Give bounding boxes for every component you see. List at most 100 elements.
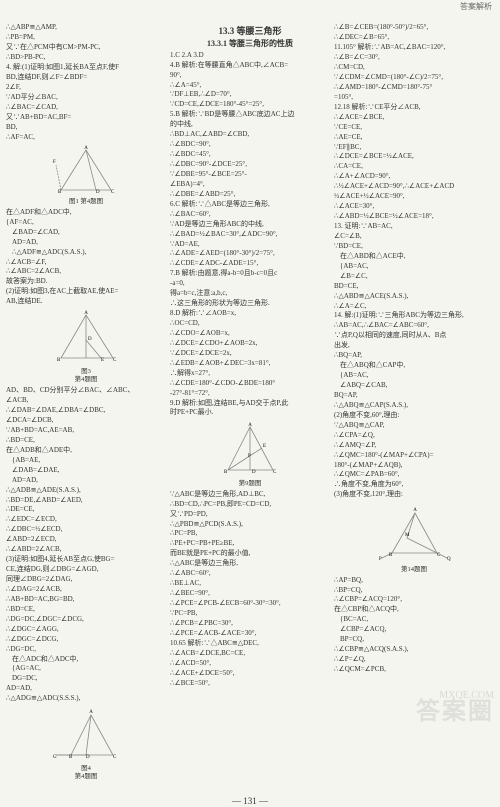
text-line: ∠EBA)=4°, (170, 180, 330, 189)
text-line: ∠C=∠B, (334, 232, 494, 241)
text-line: ∠DAB=∠DAE, (6, 466, 166, 475)
text-line: 180°-(∠MAP+∠AQB), (334, 461, 494, 470)
text-line: ∴∠ABD=2∠ACB, (6, 545, 166, 554)
text-line: ∴BD>PB-PC, (6, 53, 166, 62)
text-line: AD、BD、CD分别平分∠BAC、∠ABC、 (6, 386, 166, 395)
text-line: ∴DE=CE, (6, 505, 166, 514)
text-line: ∴∠DCE=∠BCE=½∠ACE, (334, 152, 494, 161)
text-line: {AB=AC, (334, 371, 494, 380)
text-line: ∴∠ACB=∠DCE,BC=CE, (170, 649, 330, 658)
svg-text:F: F (53, 160, 56, 165)
text-line: ∴CA=CE, (334, 162, 494, 171)
text-line: ∴∠ABD=½∠BCE=½∠ACE=18°, (334, 212, 494, 221)
text-line: ∵AD平分∠BAC, (6, 93, 166, 102)
text-line: ∴∠QMC=180°-(∠MAP+∠CPA)= (334, 451, 494, 460)
figure-3: A B C D E (51, 310, 121, 365)
text-line: ∴AF=AC, (6, 133, 166, 142)
text-line: {AB=AE, (6, 456, 166, 465)
text-line: -27°-81°=72°, (170, 389, 330, 398)
column-2: 13.3 等腰三角形 13.3.1 等腰三角形的性质 1.C 2.A 3.D 4… (170, 23, 330, 783)
text-line: 在△ADF和△ADC中, (6, 208, 166, 217)
text-line: ∴BD⊥AC,∠ABD=∠CBD, (170, 130, 330, 139)
text-line: ∴∠AMD=180°-∠CMD=180°-75° (334, 83, 494, 92)
column-1: ∴△ABP≌△AMP, ∴PB=PM, 又∵在△PCM中有CM>PM-PC, ∴… (6, 23, 166, 783)
text-line: 在△CBP和△ACQ中, (334, 605, 494, 614)
text-line: 4. 解:(1)证明:如图1,延长BA至点F,使F (6, 63, 166, 72)
svg-text:P: P (248, 454, 251, 459)
text-line: ∴∠AMQ=∠P, (334, 441, 494, 450)
text-line: ∴∠CPA=∠Q, (334, 431, 494, 440)
text-line: ∴OC=CD, (170, 319, 330, 328)
text-line: ∴∠CDO=∠AOB=x, (170, 329, 330, 338)
text-line: ∴∠BDC=45°, (170, 150, 330, 159)
figure-caption: 第14题图 (334, 566, 494, 575)
text-line: ∴∠ACE=30°, (334, 202, 494, 211)
page-number: — 131 — (0, 795, 500, 807)
figure-4: A B C D G (51, 707, 121, 762)
page-header: 答案解析 (0, 0, 500, 15)
text-line: ∴∠ACB=∠F, (6, 258, 166, 267)
text-line: ∵PC=PB, (170, 609, 330, 618)
text-line: ∴△ABP≌△AMP, (6, 23, 166, 32)
text-line: ∴∠DCE=∠CDO+∠AOB=2x, (170, 339, 330, 348)
column-3: ∴∠B=∠CEB=(180°-50°)/2=65°, ∴∠DEC=∠B=65°,… (334, 23, 494, 783)
svg-text:A: A (248, 423, 252, 428)
section-title: 13.3 等腰三角形 (170, 25, 330, 37)
text-line: 又∵在△PCM中有CM>PM-PC, (6, 43, 166, 52)
text-line: ∴AE=CE, (334, 133, 494, 142)
svg-text:M: M (405, 533, 410, 538)
text-line: 4.B 解析:在等腰直角△ABC中,∠ACB= (170, 61, 330, 70)
svg-text:B: B (389, 553, 393, 558)
text-line: {BC=AC, (334, 615, 494, 624)
text-line: ∴∠BAC=∠CAD, (6, 103, 166, 112)
text-line: ∴∠CDE=∠ADC-∠ADE=15°, (170, 259, 330, 268)
text-line: ∴∠DAB=∠DAE,∠DBA=∠DBC, (6, 406, 166, 415)
text-line: DG=DC, (6, 674, 166, 683)
text-line: ∠CBP=∠ACQ, (334, 625, 494, 634)
text-line: ∴∠DBE=∠ABD=25°, (170, 190, 330, 199)
text-line: ∴∠BDC=90°, (170, 140, 330, 149)
text-line: 11.105° 解析:∵AB=AC,∠BAC=120°, (334, 43, 494, 52)
text-line: ½∠ACE+½∠ACE=90°, (334, 192, 494, 201)
svg-text:C: C (273, 470, 277, 475)
text-line: ∵CD=CE,∠DCE=180°-45°=25°, (170, 100, 330, 109)
text-line: ∵AD是等边三角形ABC的中线, (170, 220, 330, 229)
text-line: ∠ABD=2∠ECD, (6, 535, 166, 544)
text-line: AD=AD, (6, 476, 166, 485)
text-line: ∵△ABQ≌△CAP, (334, 421, 494, 430)
text-line: AD=AD, (6, 238, 166, 247)
figure-caption: 图1 第4题图 (6, 198, 166, 207)
text-line: ∴PB=PM, (6, 33, 166, 42)
text-line: 90°, (170, 71, 330, 80)
text-line: ∴AP=BQ, (334, 576, 494, 585)
text-line: (2)角度不变,60°,理由: (334, 411, 494, 420)
page-content: ∴△ABP≌△AMP, ∴PB=PM, 又∵在△PCM中有CM>PM-PC, ∴… (0, 15, 500, 791)
text-line: 故答案为:BD. (6, 277, 166, 286)
text-line: ∵∠DCE=∠DCE=2x, (170, 349, 330, 358)
figure-caption: 图3第4题图 (6, 368, 166, 386)
svg-text:D: D (252, 470, 256, 475)
text-line: {AF=AC, (6, 218, 166, 227)
text-line: BQ=AP, (334, 391, 494, 400)
svg-text:B: B (57, 358, 61, 363)
svg-text:G: G (53, 755, 57, 760)
text-line: BD, (6, 123, 166, 132)
text-line: {AB=AC, (334, 262, 494, 271)
text-line: ∴∠CDE=180°-∠CDO-∠BDE=180° (170, 379, 330, 388)
text-line: ∴PE+PC=PB+PE≥BE, (170, 539, 330, 548)
svg-text:C: C (111, 190, 115, 195)
text-line: 又∵PD=PD, (170, 510, 330, 519)
svg-text:A: A (413, 508, 417, 513)
text-line: ∴∠DGC=∠DCG, (6, 635, 166, 644)
svg-text:D: D (96, 190, 100, 195)
text-line: ∴PC=PB, (170, 529, 330, 538)
watermark-text: 答案圈 (416, 696, 494, 728)
text-line: 而BE就是PE+PC的最小值, (170, 549, 330, 558)
text-line: ∴∠B=∠C=30°, (334, 53, 494, 62)
svg-text:Q: Q (447, 557, 451, 562)
figure-9: A B C D E P (218, 422, 283, 477)
text-line: 13. 证明:∵AB=AC, (334, 222, 494, 231)
text-line: 出发, (334, 341, 494, 350)
figure-caption: 图4第4题图 (6, 765, 166, 783)
svg-text:E: E (101, 358, 104, 363)
